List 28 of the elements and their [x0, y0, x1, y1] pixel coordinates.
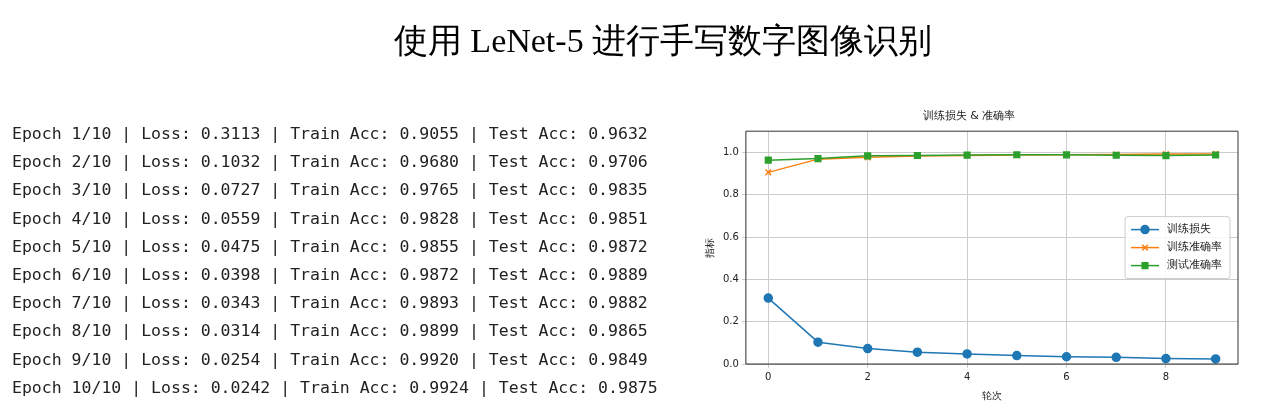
y-tick-label: 0.6	[723, 230, 739, 242]
text: 使用 LeNet-5 进行手写数字图像识别	[392, 21, 934, 61]
text: Epoch 1/10 | Loss: 0.3113 | Train Acc: 0.9055 | Test Acc: 0.9632	[12, 123, 649, 145]
text: Epoch 2/10 | Loss: 0.1032 | Train Acc: 0.9680 | Test Acc: 0.9706	[12, 151, 649, 174]
text: Epoch 4/10 | Loss: 0.0559 | Train Acc: 0.9828 | Test Acc: 0.9851	[12, 207, 649, 230]
legend-label: 训练准确率	[1167, 240, 1222, 254]
text: Epoch 7/10 | Loss: 0.0343 | Train Acc: 0.9893 | Test Acc: 0.9882	[12, 292, 649, 315]
text: Epoch 5/10 | Loss: 0.0475 | Train Acc: 0.9855 | Test Acc: 0.9872	[12, 235, 649, 258]
legend-label: 训练损失	[1167, 222, 1211, 236]
y-axis-title: 指标	[703, 237, 715, 259]
y-tick-label: 1.0	[723, 145, 739, 157]
x-tick-label: 8	[1162, 370, 1170, 382]
y-tick-label: 0.2	[723, 315, 739, 327]
y-tick-label: 0.0	[723, 357, 739, 369]
x-tick-label: 0	[765, 370, 772, 382]
x-axis-title: 轮次	[981, 389, 1002, 401]
text: Epoch 10/10 | Loss: 0.0242 | Train Acc: 0.9924 | Test Acc: 0.9875	[12, 376, 658, 399]
text: Epoch 8/10 | Loss: 0.0314 | Train Acc: 0.9899 | Test Acc: 0.9865	[12, 320, 649, 343]
y-tick-label: 0.8	[723, 188, 739, 200]
x-tick-label: 6	[1063, 370, 1070, 382]
y-tick-label: 0.4	[723, 272, 739, 284]
text: Epoch 3/10 | Loss: 0.0727 | Train Acc: 0.9765 | Test Acc: 0.9835	[12, 179, 649, 202]
legend-label: 测试准确率	[1167, 258, 1222, 272]
chart-title: 训练损失 & 准确率	[922, 109, 1016, 123]
text: Epoch 6/10 | Loss: 0.0398 | Train Acc: 0.9872 | Test Acc: 0.9889	[12, 263, 649, 286]
text: Epoch 9/10 | Loss: 0.0254 | Train Acc: 0.9920 | Test Acc: 0.9849	[12, 348, 649, 371]
x-tick-label: 4	[963, 370, 971, 382]
x-tick-label: 2	[864, 370, 871, 382]
